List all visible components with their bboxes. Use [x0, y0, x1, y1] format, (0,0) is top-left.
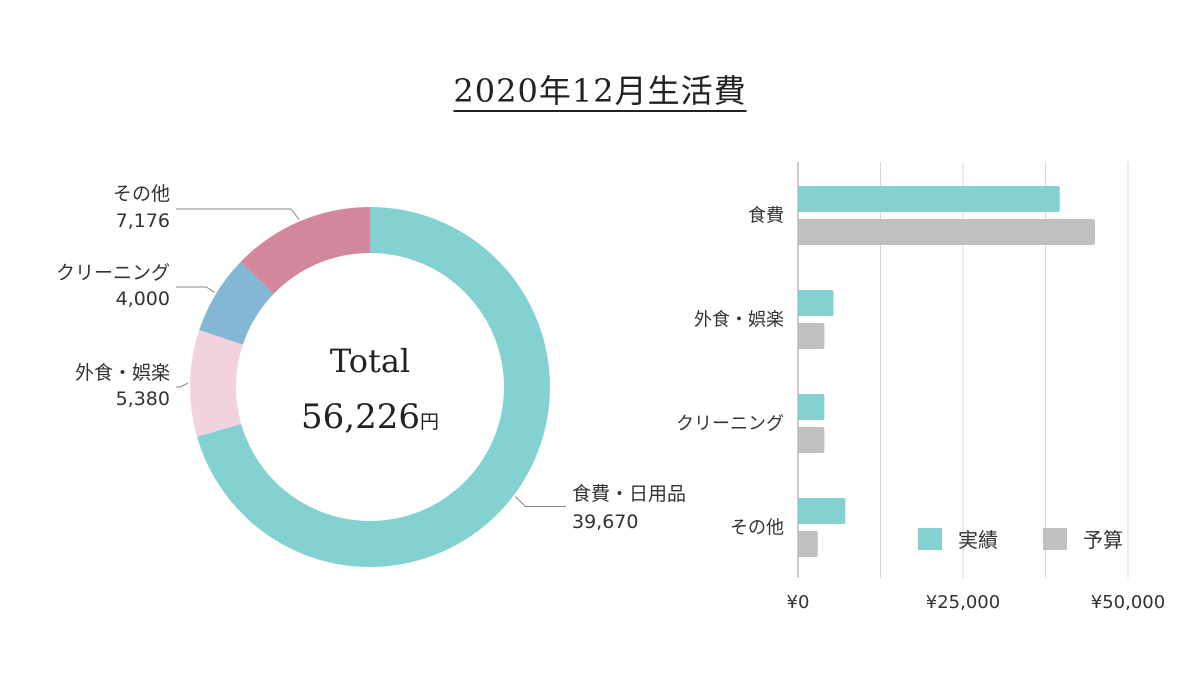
leader-line — [176, 286, 215, 293]
legend-swatch — [918, 528, 942, 550]
x-tick-label: ¥50,000 — [1091, 592, 1165, 613]
donut-chart: 食費・日用品 39,670 外食・娯楽 5,380 クリーニング 4,000 その他 7,17… — [56, 183, 686, 567]
bar — [798, 531, 818, 557]
bar — [798, 323, 825, 349]
bar-tick-labels: ¥0 ¥25,000 ¥50,000 — [787, 592, 1166, 613]
slice-value: 39,670 — [572, 511, 638, 533]
donut-slices — [190, 207, 550, 567]
slice-value: 7,176 — [116, 210, 170, 232]
slice-label: 食費・日用品 — [572, 483, 686, 505]
slice-label: 外食・娯楽 — [75, 362, 170, 384]
legend-swatch — [1043, 528, 1067, 550]
slice-value: 5,380 — [116, 388, 170, 410]
category-label: クリーニング — [676, 414, 784, 435]
legend-label: 予算 — [1083, 528, 1123, 552]
donut-center-label: Total — [330, 342, 410, 380]
legend: 実績 予算 — [918, 528, 1123, 552]
donut-slice — [240, 207, 370, 294]
category-label: その他 — [730, 518, 784, 539]
donut-labels: 食費・日用品 39,670 外食・娯楽 5,380 クリーニング 4,000 その他 7,17… — [56, 183, 686, 533]
bar-series — [798, 186, 1095, 557]
bar — [798, 498, 846, 524]
bar — [798, 186, 1060, 212]
donut-center-total: 56,226円 — [301, 397, 439, 437]
category-label: 食費 — [748, 206, 784, 227]
slice-label: クリーニング — [56, 262, 170, 284]
leader-line — [176, 382, 189, 388]
donut-center-value: 56,226 — [301, 397, 420, 437]
bar — [798, 427, 825, 453]
slice-label: その他 — [113, 183, 170, 205]
donut-leader-lines — [176, 208, 566, 508]
leader-line — [515, 496, 566, 508]
slice-value: 4,000 — [116, 288, 170, 310]
donut-slice — [199, 261, 274, 345]
category-label: 外食・娯楽 — [694, 310, 784, 331]
leader-line — [176, 208, 300, 220]
x-tick-label: ¥25,000 — [926, 592, 1000, 613]
bar — [798, 290, 834, 316]
x-tick-label: ¥0 — [787, 592, 810, 613]
legend-label: 実績 — [958, 528, 998, 552]
bar — [798, 219, 1095, 245]
bar — [798, 394, 825, 420]
chart-title: 2020年12月生活費 — [453, 72, 747, 110]
donut-slice — [190, 330, 243, 437]
donut-center-unit: 円 — [420, 411, 439, 433]
